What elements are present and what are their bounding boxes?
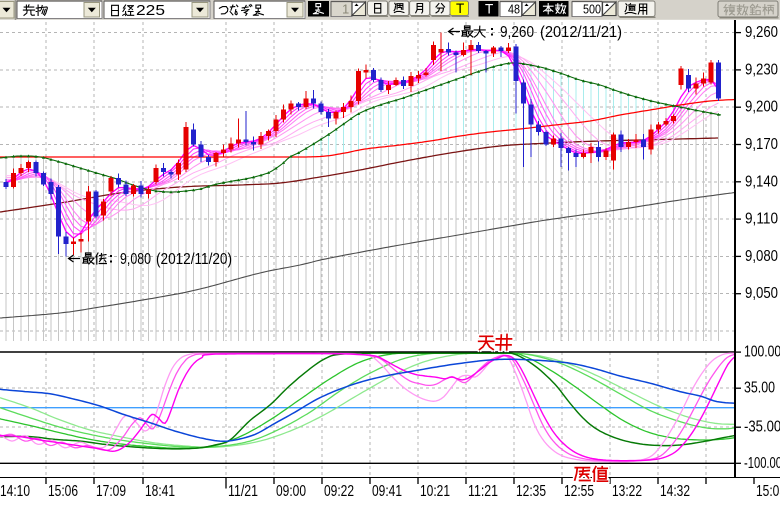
svg-text:09:41: 09:41 <box>372 483 402 500</box>
svg-text:9,170: 9,170 <box>745 136 778 153</box>
svg-text:9,260: 9,260 <box>500 24 534 41</box>
svg-text:14:10: 14:10 <box>0 483 30 500</box>
svg-text:-100.00: -100.00 <box>744 455 780 472</box>
svg-text:9,110: 9,110 <box>745 211 778 228</box>
svg-text:09:00: 09:00 <box>276 483 306 500</box>
svg-text:48: 48 <box>508 2 520 17</box>
svg-text:14:32: 14:32 <box>660 483 690 500</box>
svg-text:9,230: 9,230 <box>745 61 778 78</box>
svg-text:12:35: 12:35 <box>516 483 546 500</box>
svg-text:12:55: 12:55 <box>564 483 594 500</box>
svg-text:-35.00: -35.00 <box>744 419 780 436</box>
svg-text:500: 500 <box>583 2 601 17</box>
svg-text:15:03: 15:03 <box>756 483 780 500</box>
svg-text:9,050: 9,050 <box>745 285 778 302</box>
svg-text:225: 225 <box>136 3 165 19</box>
svg-text:11:21: 11:21 <box>468 483 498 500</box>
svg-text:T: T <box>485 2 493 17</box>
svg-text:09:22: 09:22 <box>324 483 354 500</box>
svg-text:13:22: 13:22 <box>612 483 642 500</box>
svg-text:10:21: 10:21 <box>420 483 450 500</box>
svg-text:9,200: 9,200 <box>745 99 778 116</box>
svg-text:9,080: 9,080 <box>120 251 151 268</box>
svg-text:100.00: 100.00 <box>744 344 780 361</box>
svg-text:9,260: 9,260 <box>745 24 778 41</box>
svg-text:9,080: 9,080 <box>745 248 778 265</box>
svg-text:35.00: 35.00 <box>744 380 775 397</box>
svg-text:(2012/11/20): (2012/11/20) <box>156 251 232 268</box>
svg-text:11/21: 11/21 <box>228 483 258 500</box>
svg-text:1: 1 <box>342 2 349 17</box>
svg-text:9,140: 9,140 <box>745 173 778 190</box>
svg-text:T: T <box>456 1 464 16</box>
svg-text:15:06: 15:06 <box>48 483 78 500</box>
svg-text:18:41: 18:41 <box>145 483 175 500</box>
svg-text:17:09: 17:09 <box>96 483 126 500</box>
svg-text:(2012/11/21): (2012/11/21) <box>540 24 622 41</box>
